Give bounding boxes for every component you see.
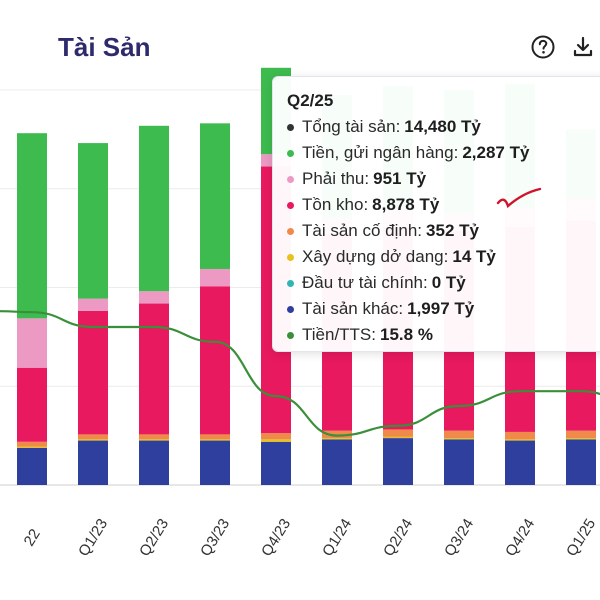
legend-dot bbox=[287, 253, 294, 261]
tooltip-title: Q2/25 bbox=[287, 91, 334, 110]
bar-segment bbox=[566, 430, 596, 439]
bar-segment bbox=[261, 433, 291, 440]
tooltip-row: Xây dựng dở dang:14 Tỷ bbox=[287, 244, 600, 270]
tooltip-row-label: Tổng tài sản bbox=[302, 117, 396, 136]
help-button[interactable] bbox=[526, 30, 560, 64]
bar-segment bbox=[17, 447, 47, 485]
tooltip-row-label: Phải thu bbox=[302, 169, 365, 188]
bar-segment bbox=[78, 440, 108, 485]
bar-segment bbox=[383, 438, 413, 485]
tooltip-row: Tổng tài sản:14,480 Tỷ bbox=[287, 114, 600, 140]
x-tick-label: Q1/23 bbox=[75, 516, 111, 560]
bar-segment bbox=[505, 439, 535, 441]
bar-segment bbox=[200, 123, 230, 269]
tooltip-row: Tồn kho:8,878 Tỷ bbox=[287, 192, 600, 218]
x-tick-label: Q1/24 bbox=[319, 516, 355, 560]
bar-segment bbox=[139, 434, 169, 440]
bar-segment bbox=[200, 268, 230, 287]
x-tick-label: Q1/25 bbox=[563, 516, 599, 560]
tooltip-row-value: 951 Tỷ bbox=[373, 169, 427, 188]
legend-dot bbox=[287, 331, 294, 339]
bar-segment bbox=[505, 431, 535, 440]
bar-segment bbox=[17, 133, 47, 319]
bar-segment bbox=[200, 439, 230, 441]
bar-segment bbox=[17, 441, 47, 447]
tooltip-row-label: Tồn kho bbox=[302, 195, 364, 214]
tooltip-row-value: 1,997 Tỷ bbox=[407, 299, 475, 318]
tooltip-row-label: Tài sản cố định bbox=[302, 221, 418, 240]
bar-segment bbox=[566, 439, 596, 485]
bar-segment bbox=[17, 367, 47, 442]
bar-segment bbox=[200, 286, 230, 435]
bar-segment bbox=[17, 318, 47, 368]
x-tick-label: Q4/24 bbox=[502, 516, 538, 560]
bar-segment bbox=[261, 441, 291, 485]
tooltip-row: Tiền, gửi ngân hàng:2,287 Tỷ bbox=[287, 140, 600, 166]
tooltip-row-value: 14 Tỷ bbox=[452, 247, 496, 266]
x-tick-label: Q3/23 bbox=[197, 516, 233, 560]
bar-segment bbox=[200, 440, 230, 485]
bar-segment bbox=[78, 298, 108, 311]
tooltip-row: Phải thu:951 Tỷ bbox=[287, 166, 600, 192]
bar-segment bbox=[200, 434, 230, 440]
download-button[interactable] bbox=[566, 30, 600, 64]
tooltip-row-value: 14,480 Tỷ bbox=[404, 117, 481, 136]
tooltip-row-value: 352 Tỷ bbox=[426, 221, 479, 240]
legend-dot bbox=[287, 201, 294, 209]
x-tick-label: Q3/24 bbox=[441, 516, 477, 560]
legend-dot bbox=[287, 149, 294, 157]
x-axis-labels: 22 Q1/23 Q2/23 Q3/23 Q4/23 Q1/24 Q2/24 Q3/24 Q4/… bbox=[21, 516, 600, 560]
tooltip-row: Tài sản cố định:352 Tỷ bbox=[287, 218, 600, 244]
bar-segment bbox=[78, 310, 108, 435]
legend-dot bbox=[287, 305, 294, 313]
bar-segment bbox=[139, 439, 169, 441]
bar-segment bbox=[322, 439, 352, 485]
tooltip-row-value: 0 Tỷ bbox=[431, 273, 466, 292]
bar-segment bbox=[444, 439, 474, 485]
x-tick-label: Q4/23 bbox=[258, 516, 294, 560]
legend-dot bbox=[287, 227, 294, 235]
bar-segment bbox=[139, 303, 169, 435]
legend-dot bbox=[287, 175, 294, 183]
bar-segment bbox=[383, 436, 413, 439]
tooltip-row-value: 15.8 % bbox=[380, 325, 433, 344]
bar-segment bbox=[78, 439, 108, 441]
tooltip-row-label: Tiền, gửi ngân hàng bbox=[302, 143, 454, 162]
chart-tooltip: Q2/25 Tổng tài sản:14,480 Tỷ Tiền, gửi ng… bbox=[272, 76, 600, 352]
bar-segment bbox=[78, 143, 108, 299]
bar-segment bbox=[444, 430, 474, 439]
bar-segment bbox=[139, 440, 169, 485]
bar-segment bbox=[261, 439, 291, 442]
x-tick-label: Q2/23 bbox=[136, 516, 172, 560]
x-tick-label: 22 bbox=[21, 526, 44, 549]
bar-segment bbox=[566, 438, 596, 440]
bar-segment bbox=[444, 438, 474, 440]
tooltip-row: Tài sản khác:1,997 Tỷ bbox=[287, 296, 600, 322]
tooltip-row-value: 2,287 Tỷ bbox=[462, 143, 530, 162]
bar-segment bbox=[383, 429, 413, 437]
tooltip-row-label: Xây dựng dở dang bbox=[302, 247, 444, 266]
bar-segment bbox=[139, 291, 169, 304]
x-tick-label: Q2/24 bbox=[380, 516, 416, 560]
tooltip-row-value: 8,878 Tỷ bbox=[372, 195, 440, 214]
tooltip-row: Đầu tư tài chính:0 Tỷ bbox=[287, 270, 600, 296]
bar-segment bbox=[139, 125, 169, 292]
tooltip-rows: Tổng tài sản:14,480 Tỷ Tiền, gửi ngân hàn… bbox=[287, 114, 600, 348]
question-circle-icon bbox=[531, 35, 555, 59]
tooltip-row: Tiền/TTS:15.8 % bbox=[287, 322, 600, 348]
bar-segment bbox=[322, 430, 352, 439]
legend-dot bbox=[287, 123, 294, 131]
bar-segment bbox=[505, 440, 535, 485]
bar-segment bbox=[78, 434, 108, 440]
download-icon bbox=[573, 36, 593, 57]
legend-dot bbox=[287, 279, 294, 287]
bar-segment bbox=[17, 446, 47, 448]
ratio-line-path bbox=[0, 310, 600, 437]
tooltip-row-label: Đầu tư tài chính bbox=[302, 273, 424, 292]
tooltip-row-label: Tiền/TTS bbox=[302, 325, 372, 344]
tooltip-row-label: Tài sản khác bbox=[302, 299, 399, 318]
bar-segment bbox=[322, 438, 352, 440]
page-title: Tài Sản bbox=[58, 32, 151, 62]
ratio-line bbox=[0, 310, 600, 437]
